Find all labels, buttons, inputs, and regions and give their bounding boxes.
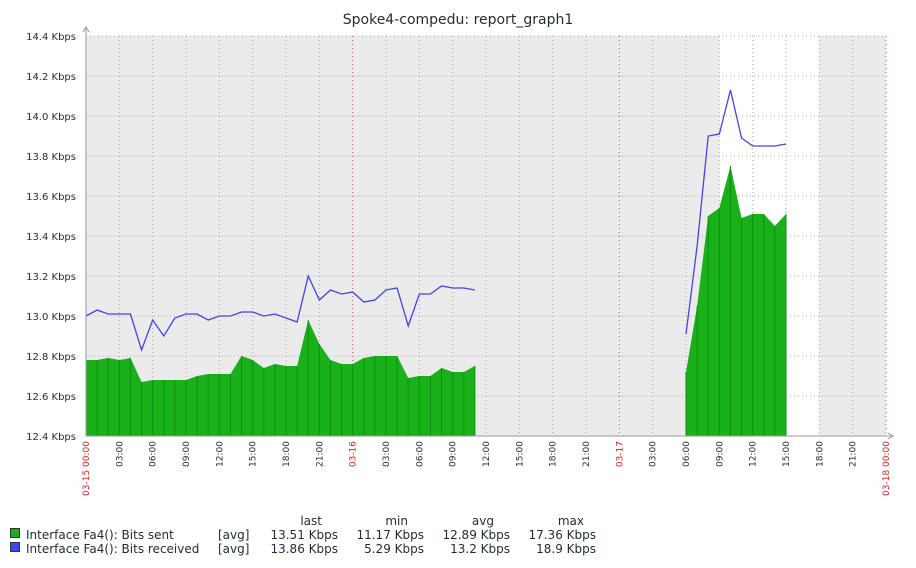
x-tick-label: 21:00 [315, 441, 325, 467]
legend-max-sent: 17.36 Kbps [528, 528, 596, 542]
x-tick-label: 03:00 [382, 441, 392, 467]
legend-max-received: 18.9 Kbps [536, 542, 596, 556]
legend-swatch-received [10, 542, 20, 552]
x-tick-label: 12:00 [215, 441, 225, 467]
x-tick-label: 21:00 [582, 441, 592, 467]
y-tick-label: 12.6 Kbps [26, 392, 76, 403]
x-tick-label: 09:00 [715, 441, 725, 467]
y-tick-label: 14.2 Kbps [26, 72, 76, 83]
x-tick-label: 21:00 [849, 441, 859, 467]
x-tick-label: 18:00 [549, 441, 559, 467]
graph: Spoke4-compedu: report_graph1 14.4 Kbps1… [26, 12, 894, 496]
y-tick-label: 12.8 Kbps [26, 352, 76, 363]
x-tick-label: 15:00 [249, 441, 259, 467]
chart-title: Spoke4-compedu: report_graph1 [343, 12, 574, 28]
y-tick-label: 13.4 Kbps [26, 232, 76, 243]
x-tick-label: 09:00 [449, 441, 459, 467]
y-tick-label: 14.0 Kbps [26, 112, 76, 123]
series-received-line [685, 89, 787, 335]
y-tick-label: 13.8 Kbps [26, 152, 76, 163]
series-received-line [85, 274, 476, 353]
legend-header-min: min [385, 514, 408, 528]
series-sent-area [86, 320, 475, 436]
y-tick-label: 12.4 Kbps [26, 432, 76, 443]
x-tick-label: 15:00 [515, 441, 525, 467]
legend-label-received: Interface Fa4(): Bits received [26, 542, 200, 556]
legend-header-avg: avg [471, 514, 494, 528]
y-tick-label: 13.6 Kbps [26, 192, 76, 203]
x-tick-label: 03:00 [649, 441, 659, 467]
x-tick-label: 12:00 [749, 441, 759, 467]
legend-label-sent: Interface Fa4(): Bits sent [26, 528, 174, 542]
legend-fn-sent: [avg] [218, 528, 250, 542]
legend-min-received: 5.29 Kbps [364, 542, 424, 556]
x-tick-label: 12:00 [482, 441, 492, 467]
series-sent-area [686, 166, 786, 436]
x-tick-label: 03-17 [615, 441, 625, 467]
x-axis-arrow-icon [887, 432, 894, 440]
x-tick-label: 18:00 [815, 441, 825, 467]
y-tick-label: 13.0 Kbps [26, 312, 76, 323]
x-tick-label: 03-15 00:00 [82, 441, 92, 496]
legend-fn-received: [avg] [218, 542, 250, 556]
y-axis-arrow-icon [82, 26, 90, 33]
x-tick-label: 03-18 00:00 [882, 441, 892, 496]
y-tick-label: 14.4 Kbps [26, 32, 76, 43]
x-tick-label: 06:00 [149, 441, 159, 467]
x-tick-label: 06:00 [415, 441, 425, 467]
plot-area: 14.4 Kbps 14.2 Kbps 14.0 Kbps 13.8 Kbps 13.6… [26, 26, 894, 496]
legend-min-sent: 11.17 Kbps [356, 528, 424, 542]
legend-last-received: 13.86 Kbps [270, 542, 338, 556]
x-tick-label: 18:00 [282, 441, 292, 467]
y-tick-label: 13.2 Kbps [26, 272, 76, 283]
legend-header-max: max [557, 514, 584, 528]
x-tick-label: 06:00 [682, 441, 692, 467]
x-tick-label: 03-16 [349, 441, 359, 467]
x-tick-label: 09:00 [182, 441, 192, 467]
legend-swatch-sent [10, 528, 20, 538]
x-tick-label: 15:00 [782, 441, 792, 467]
x-tick-label: 03:00 [115, 441, 125, 467]
legend-last-sent: 13.51 Kbps [270, 528, 338, 542]
legend-avg-received: 13.2 Kbps [450, 542, 510, 556]
legend-header-last: last [300, 514, 322, 528]
legend-avg-sent: 12.89 Kbps [442, 528, 510, 542]
